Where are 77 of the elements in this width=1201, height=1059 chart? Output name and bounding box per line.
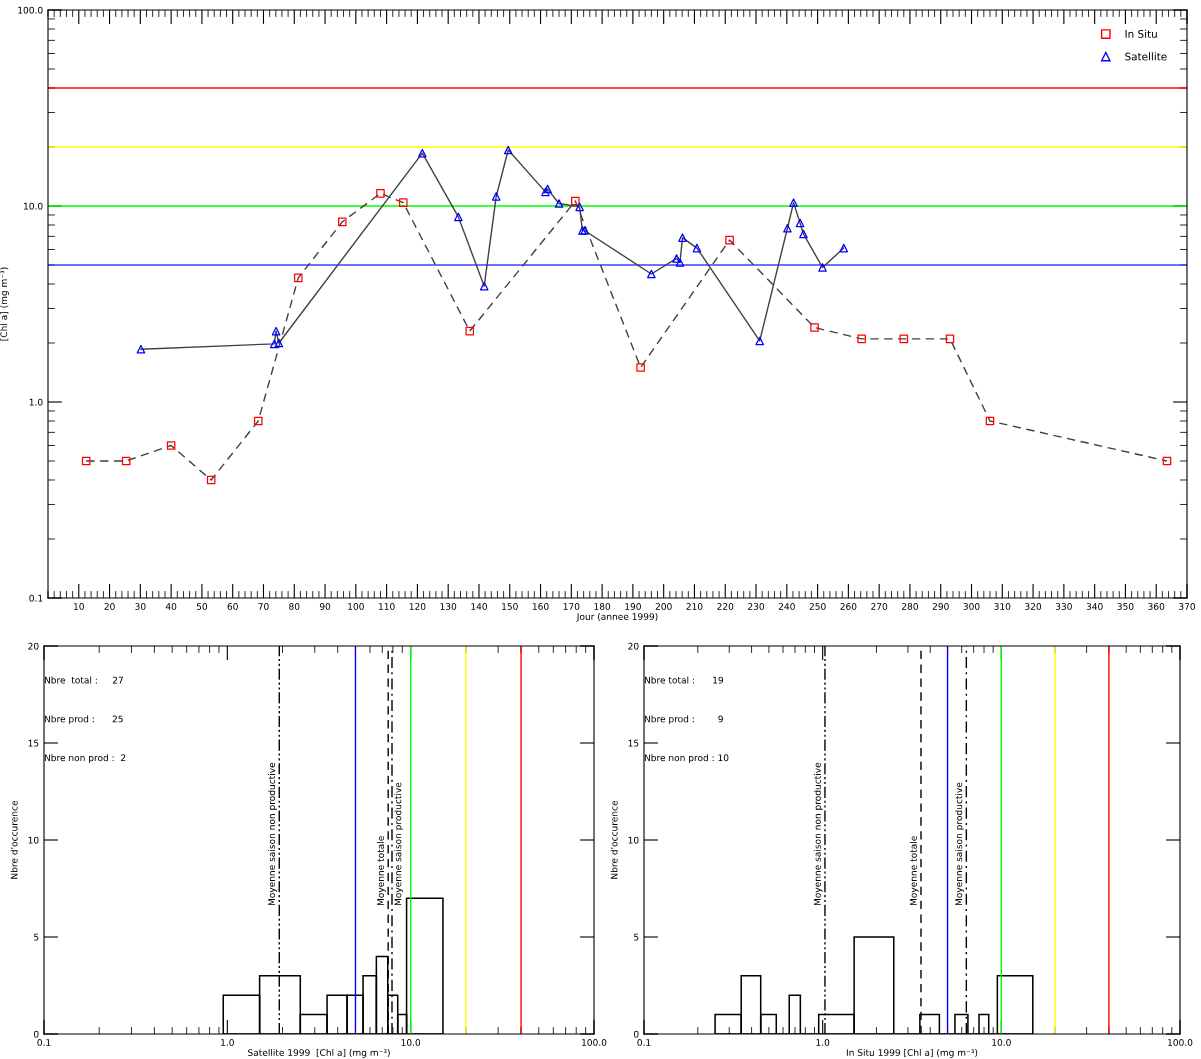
x-tick-label: 350	[1117, 603, 1134, 610]
annotation: Nbre total : 27	[44, 676, 123, 684]
y-tick-label: 10	[28, 836, 39, 844]
ref-line-label: Moyenne totale	[377, 836, 386, 906]
ref-line-label: Moyenne saison non productive	[813, 762, 823, 906]
x-tick-label: 130	[440, 603, 457, 610]
y-tick-label: 20	[628, 642, 639, 650]
y-tick-label: 100.0	[18, 6, 43, 14]
y-tick-label: 0	[633, 1030, 639, 1038]
legend-label: In Situ	[1125, 29, 1157, 38]
x-tick-label: 240	[778, 603, 795, 610]
x-tick-label: 140	[471, 603, 487, 610]
y-tick-label: 5	[34, 933, 39, 941]
annotation: Nbre prod : 9	[644, 715, 723, 725]
x-axis-title: Jour (annee 1999)	[576, 613, 658, 622]
x-tick-label: 190	[625, 603, 641, 610]
x-tick-label: 300	[963, 603, 980, 610]
x-tick-label: 10.0	[401, 1039, 421, 1046]
annotation: Nbre total : 19	[644, 676, 724, 684]
x-tick-label: 1.0	[221, 1039, 234, 1046]
x-tick-label: 80	[289, 603, 300, 610]
y-tick-label: 10.0	[24, 202, 43, 210]
x-tick-label: 30	[135, 603, 146, 610]
x-tick-label: 310	[994, 603, 1011, 610]
x-tick-label: 280	[901, 603, 918, 610]
ref-line-label: Moyenne saison productive	[955, 782, 964, 906]
x-tick-label: 50	[196, 603, 208, 610]
y-tick-label: 15	[628, 739, 639, 747]
x-tick-label: 220	[717, 603, 734, 610]
ref-line-label: Moyenne saison non productive	[268, 762, 277, 906]
x-tick-label: 320	[1025, 603, 1042, 610]
x-tick-label: 110	[379, 603, 395, 610]
x-tick-label: 230	[748, 603, 765, 610]
x-tick-label: 60	[227, 603, 238, 610]
x-tick-label: 250	[809, 603, 826, 610]
x-tick-label: 20	[104, 603, 115, 610]
x-tick-label: 260	[840, 603, 857, 610]
ref-line-label: Moyenne totale	[909, 836, 919, 906]
x-tick-label: 100.0	[582, 1039, 607, 1046]
y-tick-label: 1.0	[29, 398, 43, 406]
x-tick-label: 150	[502, 603, 518, 610]
x-tick-label: 370	[1179, 603, 1196, 610]
y-tick-label: 5	[634, 933, 639, 941]
x-tick-label: 70	[258, 603, 269, 610]
x-tick-label: 200	[655, 603, 672, 610]
y-tick-label: 0	[33, 1030, 39, 1038]
legend-label: Satellite	[1125, 52, 1167, 61]
x-axis-title: In Situ 1999 [Chl a] (mg m⁻³)	[846, 1048, 978, 1058]
y-tick-label: 10	[628, 836, 639, 844]
x-tick-label: 290	[932, 603, 949, 610]
y-tick-label: 15	[28, 739, 39, 747]
x-tick-label: 170	[563, 603, 580, 610]
x-tick-label: 100	[348, 603, 364, 610]
x-tick-label: 120	[409, 603, 426, 610]
y-tick-label: 0.1	[29, 594, 43, 602]
annotation: Nbre non prod : 2	[44, 754, 126, 763]
x-tick-label: 340	[1086, 603, 1103, 610]
x-axis-title: Satellite 1999 [Chl a] (mg m⁻³)	[248, 1048, 390, 1058]
x-tick-label: 1.0	[816, 1039, 830, 1046]
x-tick-label: 10.0	[992, 1039, 1011, 1046]
annotation: Nbre prod : 25	[44, 715, 123, 725]
x-tick-label: 100.0	[1168, 1039, 1193, 1046]
annotation: Nbre non prod : 10	[644, 754, 729, 763]
x-tick-label: 330	[1055, 603, 1072, 610]
x-tick-label: 40	[165, 603, 177, 610]
ref-line-label: Moyenne saison productive	[394, 782, 404, 906]
y-tick-label: 20	[28, 642, 39, 650]
y-axis-title: [Chl a] (mg m⁻³)	[0, 267, 9, 341]
x-tick-label: 360	[1148, 603, 1165, 610]
x-tick-label: 90	[319, 603, 331, 610]
x-tick-label: 210	[686, 603, 703, 610]
y-axis-title: Nbre d'occurence	[10, 800, 18, 879]
x-tick-label: 10	[74, 603, 84, 610]
x-tick-label: 270	[871, 603, 888, 610]
y-axis-title: Nbre d'occurence	[610, 800, 618, 879]
x-tick-label: 180	[594, 603, 611, 610]
x-tick-label: 160	[532, 603, 549, 610]
